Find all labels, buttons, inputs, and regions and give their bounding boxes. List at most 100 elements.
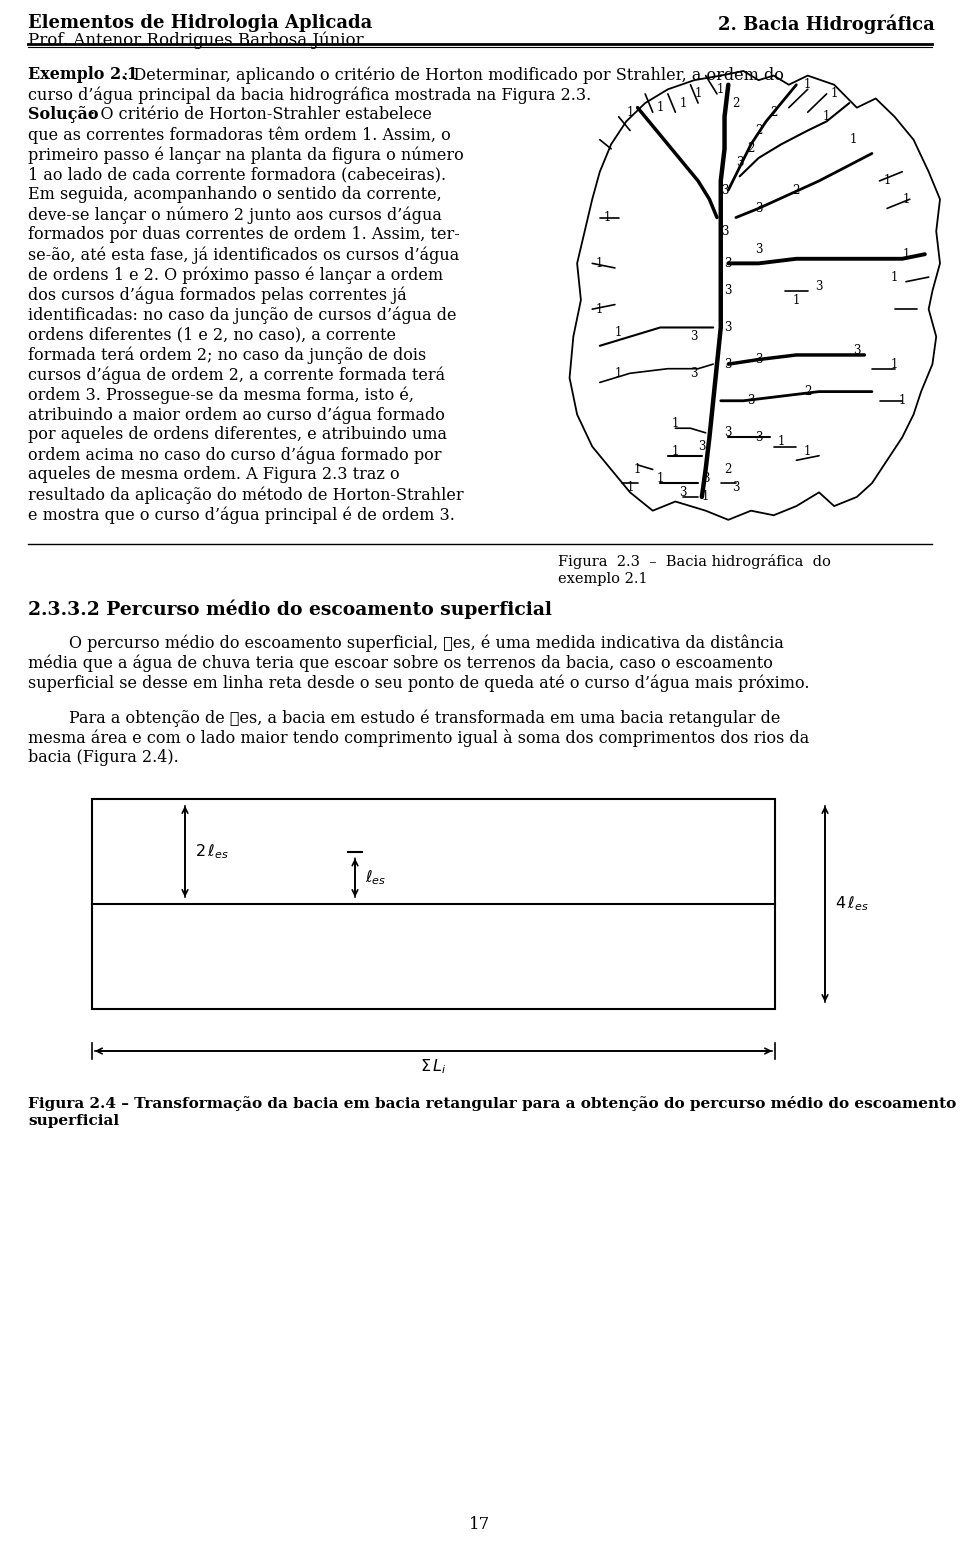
Text: : O critério de Horton-Strahler estabelece: : O critério de Horton-Strahler estabele… xyxy=(90,106,432,123)
Text: 3: 3 xyxy=(725,258,732,270)
Text: primeiro passo é lançar na planta da figura o número: primeiro passo é lançar na planta da fig… xyxy=(28,147,464,164)
Text: Solução: Solução xyxy=(28,106,99,123)
Text: 1: 1 xyxy=(694,87,702,100)
Text: 1: 1 xyxy=(657,471,664,485)
Text: formada terá ordem 2; no caso da junção de dois: formada terá ordem 2; no caso da junção … xyxy=(28,347,426,364)
Text: Figura  2.3  –  Bacia hidrográfica  do: Figura 2.3 – Bacia hidrográfica do xyxy=(558,554,830,570)
Text: média que a água de chuva teria que escoar sobre os terrenos da bacia, caso o es: média que a água de chuva teria que esco… xyxy=(28,654,773,671)
Text: 1: 1 xyxy=(596,258,604,270)
Text: 2: 2 xyxy=(747,142,755,156)
Text: 1: 1 xyxy=(793,293,800,306)
Text: ordens diferentes (1 e 2, no caso), a corrente: ordens diferentes (1 e 2, no caso), a co… xyxy=(28,326,396,343)
Text: 2: 2 xyxy=(725,464,732,476)
Text: 1: 1 xyxy=(891,357,899,370)
Text: 2.3.3.2 Percurso médio do escoamento superficial: 2.3.3.2 Percurso médio do escoamento sup… xyxy=(28,599,552,618)
Text: 1: 1 xyxy=(634,464,641,476)
Text: superficial se desse em linha reta desde o seu ponto de queda até o curso d’água: superficial se desse em linha reta desde… xyxy=(28,674,809,692)
Text: ordem acima no caso do curso d’água formado por: ordem acima no caso do curso d’água form… xyxy=(28,446,442,464)
Text: 2. Bacia Hidrográfica: 2. Bacia Hidrográfica xyxy=(718,14,935,33)
Text: 1: 1 xyxy=(626,106,634,119)
Text: 1: 1 xyxy=(717,83,725,95)
Text: 3: 3 xyxy=(853,343,860,357)
Text: 1: 1 xyxy=(615,326,622,339)
Text: 1: 1 xyxy=(672,445,679,457)
Text: ordem 3. Prossegue-se da mesma forma, isto é,: ordem 3. Prossegue-se da mesma forma, is… xyxy=(28,386,414,403)
Text: mesma área e com o lado maior tendo comprimento igual à soma dos comprimentos do: mesma área e com o lado maior tendo comp… xyxy=(28,729,809,748)
Text: cursos d’água de ordem 2, a corrente formada terá: cursos d’água de ordem 2, a corrente for… xyxy=(28,365,445,384)
Text: 2: 2 xyxy=(804,386,811,398)
Text: 3: 3 xyxy=(747,395,755,407)
Text: 1: 1 xyxy=(850,133,856,147)
Text: 1: 1 xyxy=(902,248,910,261)
Text: 1: 1 xyxy=(596,303,604,315)
Text: $\Sigma\,L_i$: $\Sigma\,L_i$ xyxy=(420,1057,446,1076)
Text: aqueles de mesma ordem. A Figura 2.3 traz o: aqueles de mesma ordem. A Figura 2.3 tra… xyxy=(28,467,399,482)
Text: 1: 1 xyxy=(804,445,811,457)
Text: Elementos de Hidrologia Aplicada: Elementos de Hidrologia Aplicada xyxy=(28,14,372,31)
Text: e mostra que o curso d’água principal é de ordem 3.: e mostra que o curso d’água principal é … xyxy=(28,506,455,523)
Text: 2: 2 xyxy=(732,97,739,109)
Text: : Determinar, aplicando o critério de Horton modificado por Strahler, a ordem do: : Determinar, aplicando o critério de Ho… xyxy=(123,66,784,83)
Text: 1: 1 xyxy=(899,395,906,407)
Text: dos cursos d’água formados pelas correntes já: dos cursos d’água formados pelas corrent… xyxy=(28,286,407,303)
Text: $\ell_{es}$: $\ell_{es}$ xyxy=(365,868,386,887)
Text: 2: 2 xyxy=(755,123,762,137)
Text: 1 ao lado de cada corrente formadora (cabeceiras).: 1 ao lado de cada corrente formadora (ca… xyxy=(28,165,446,183)
Text: atribuindo a maior ordem ao curso d’água formado: atribuindo a maior ordem ao curso d’água… xyxy=(28,406,444,423)
Text: 2: 2 xyxy=(793,184,800,197)
Text: 1: 1 xyxy=(778,436,785,448)
Text: se-ão, até esta fase, já identificados os cursos d’água: se-ão, até esta fase, já identificados o… xyxy=(28,247,459,264)
Text: 1: 1 xyxy=(615,367,622,379)
Text: 3: 3 xyxy=(755,431,762,443)
Text: Para a obtenção de ℓes, a bacia em estudo é transformada em uma bacia retangular: Para a obtenção de ℓes, a bacia em estud… xyxy=(28,709,780,726)
Text: formados por duas correntes de ordem 1. Assim, ter-: formados por duas correntes de ordem 1. … xyxy=(28,226,460,244)
Text: 3: 3 xyxy=(721,225,729,237)
Text: 3: 3 xyxy=(815,279,823,293)
Text: 3: 3 xyxy=(690,367,698,379)
Text: 1: 1 xyxy=(830,87,838,100)
Text: 1: 1 xyxy=(902,192,910,206)
Text: que as correntes formadoras têm ordem 1. Assim, o: que as correntes formadoras têm ordem 1.… xyxy=(28,126,451,144)
Text: $2\,\ell_{es}$: $2\,\ell_{es}$ xyxy=(195,841,228,860)
Text: 1: 1 xyxy=(883,175,891,187)
Text: 3: 3 xyxy=(755,201,762,215)
Text: superficial: superficial xyxy=(28,1115,119,1129)
Text: deve-se lançar o número 2 junto aos cursos d’água: deve-se lançar o número 2 junto aos curs… xyxy=(28,206,442,223)
Text: 3: 3 xyxy=(725,284,732,297)
Text: 3: 3 xyxy=(755,244,762,256)
Text: 3: 3 xyxy=(680,485,686,500)
Text: identificadas: no caso da junção de cursos d’água de: identificadas: no caso da junção de curs… xyxy=(28,306,457,323)
Text: 3: 3 xyxy=(721,184,729,197)
Text: 1: 1 xyxy=(823,111,830,123)
Text: 3: 3 xyxy=(725,426,732,439)
Text: 17: 17 xyxy=(469,1516,491,1533)
Text: 1: 1 xyxy=(657,101,664,114)
Text: curso d’água principal da bacia hidrográfica mostrada na Figura 2.3.: curso d’água principal da bacia hidrográ… xyxy=(28,86,591,103)
Bar xyxy=(92,799,775,1008)
Text: por aqueles de ordens diferentes, e atribuindo uma: por aqueles de ordens diferentes, e atri… xyxy=(28,426,447,443)
Text: $4\,\ell_{es}$: $4\,\ell_{es}$ xyxy=(835,894,869,913)
Text: Prof. Antenor Rodrigues Barbosa Júnior: Prof. Antenor Rodrigues Barbosa Júnior xyxy=(28,31,364,48)
Text: 1: 1 xyxy=(891,270,899,284)
Text: de ordens 1 e 2. O próximo passo é lançar a ordem: de ordens 1 e 2. O próximo passo é lança… xyxy=(28,265,444,284)
Text: 1: 1 xyxy=(804,78,811,91)
Text: 3: 3 xyxy=(755,353,762,365)
Text: 2: 2 xyxy=(770,106,778,119)
Text: 3: 3 xyxy=(732,481,739,495)
Text: 3: 3 xyxy=(725,322,732,334)
Text: bacia (Figura 2.4).: bacia (Figura 2.4). xyxy=(28,749,179,766)
Text: exemplo 2.1: exemplo 2.1 xyxy=(558,571,648,585)
Text: Exemplo 2.1: Exemplo 2.1 xyxy=(28,66,138,83)
Text: 1: 1 xyxy=(702,490,709,504)
Text: 3: 3 xyxy=(690,329,698,343)
Text: 1: 1 xyxy=(626,481,634,495)
Text: resultado da aplicação do método de Horton-Strahler: resultado da aplicação do método de Hort… xyxy=(28,485,464,504)
Text: Figura 2.4 – Transformação da bacia em bacia retangular para a obtenção do percu: Figura 2.4 – Transformação da bacia em b… xyxy=(28,1096,956,1111)
Text: O percurso médio do escoamento superficial, ℓes, é uma medida indicativa da dist: O percurso médio do escoamento superfici… xyxy=(28,634,784,651)
Text: 1: 1 xyxy=(672,417,679,431)
Text: 3: 3 xyxy=(698,440,706,453)
Text: Em seguida, acompanhando o sentido da corrente,: Em seguida, acompanhando o sentido da co… xyxy=(28,186,442,203)
Text: 1: 1 xyxy=(604,211,612,225)
Text: 1: 1 xyxy=(680,97,686,109)
Text: 3: 3 xyxy=(702,471,709,485)
